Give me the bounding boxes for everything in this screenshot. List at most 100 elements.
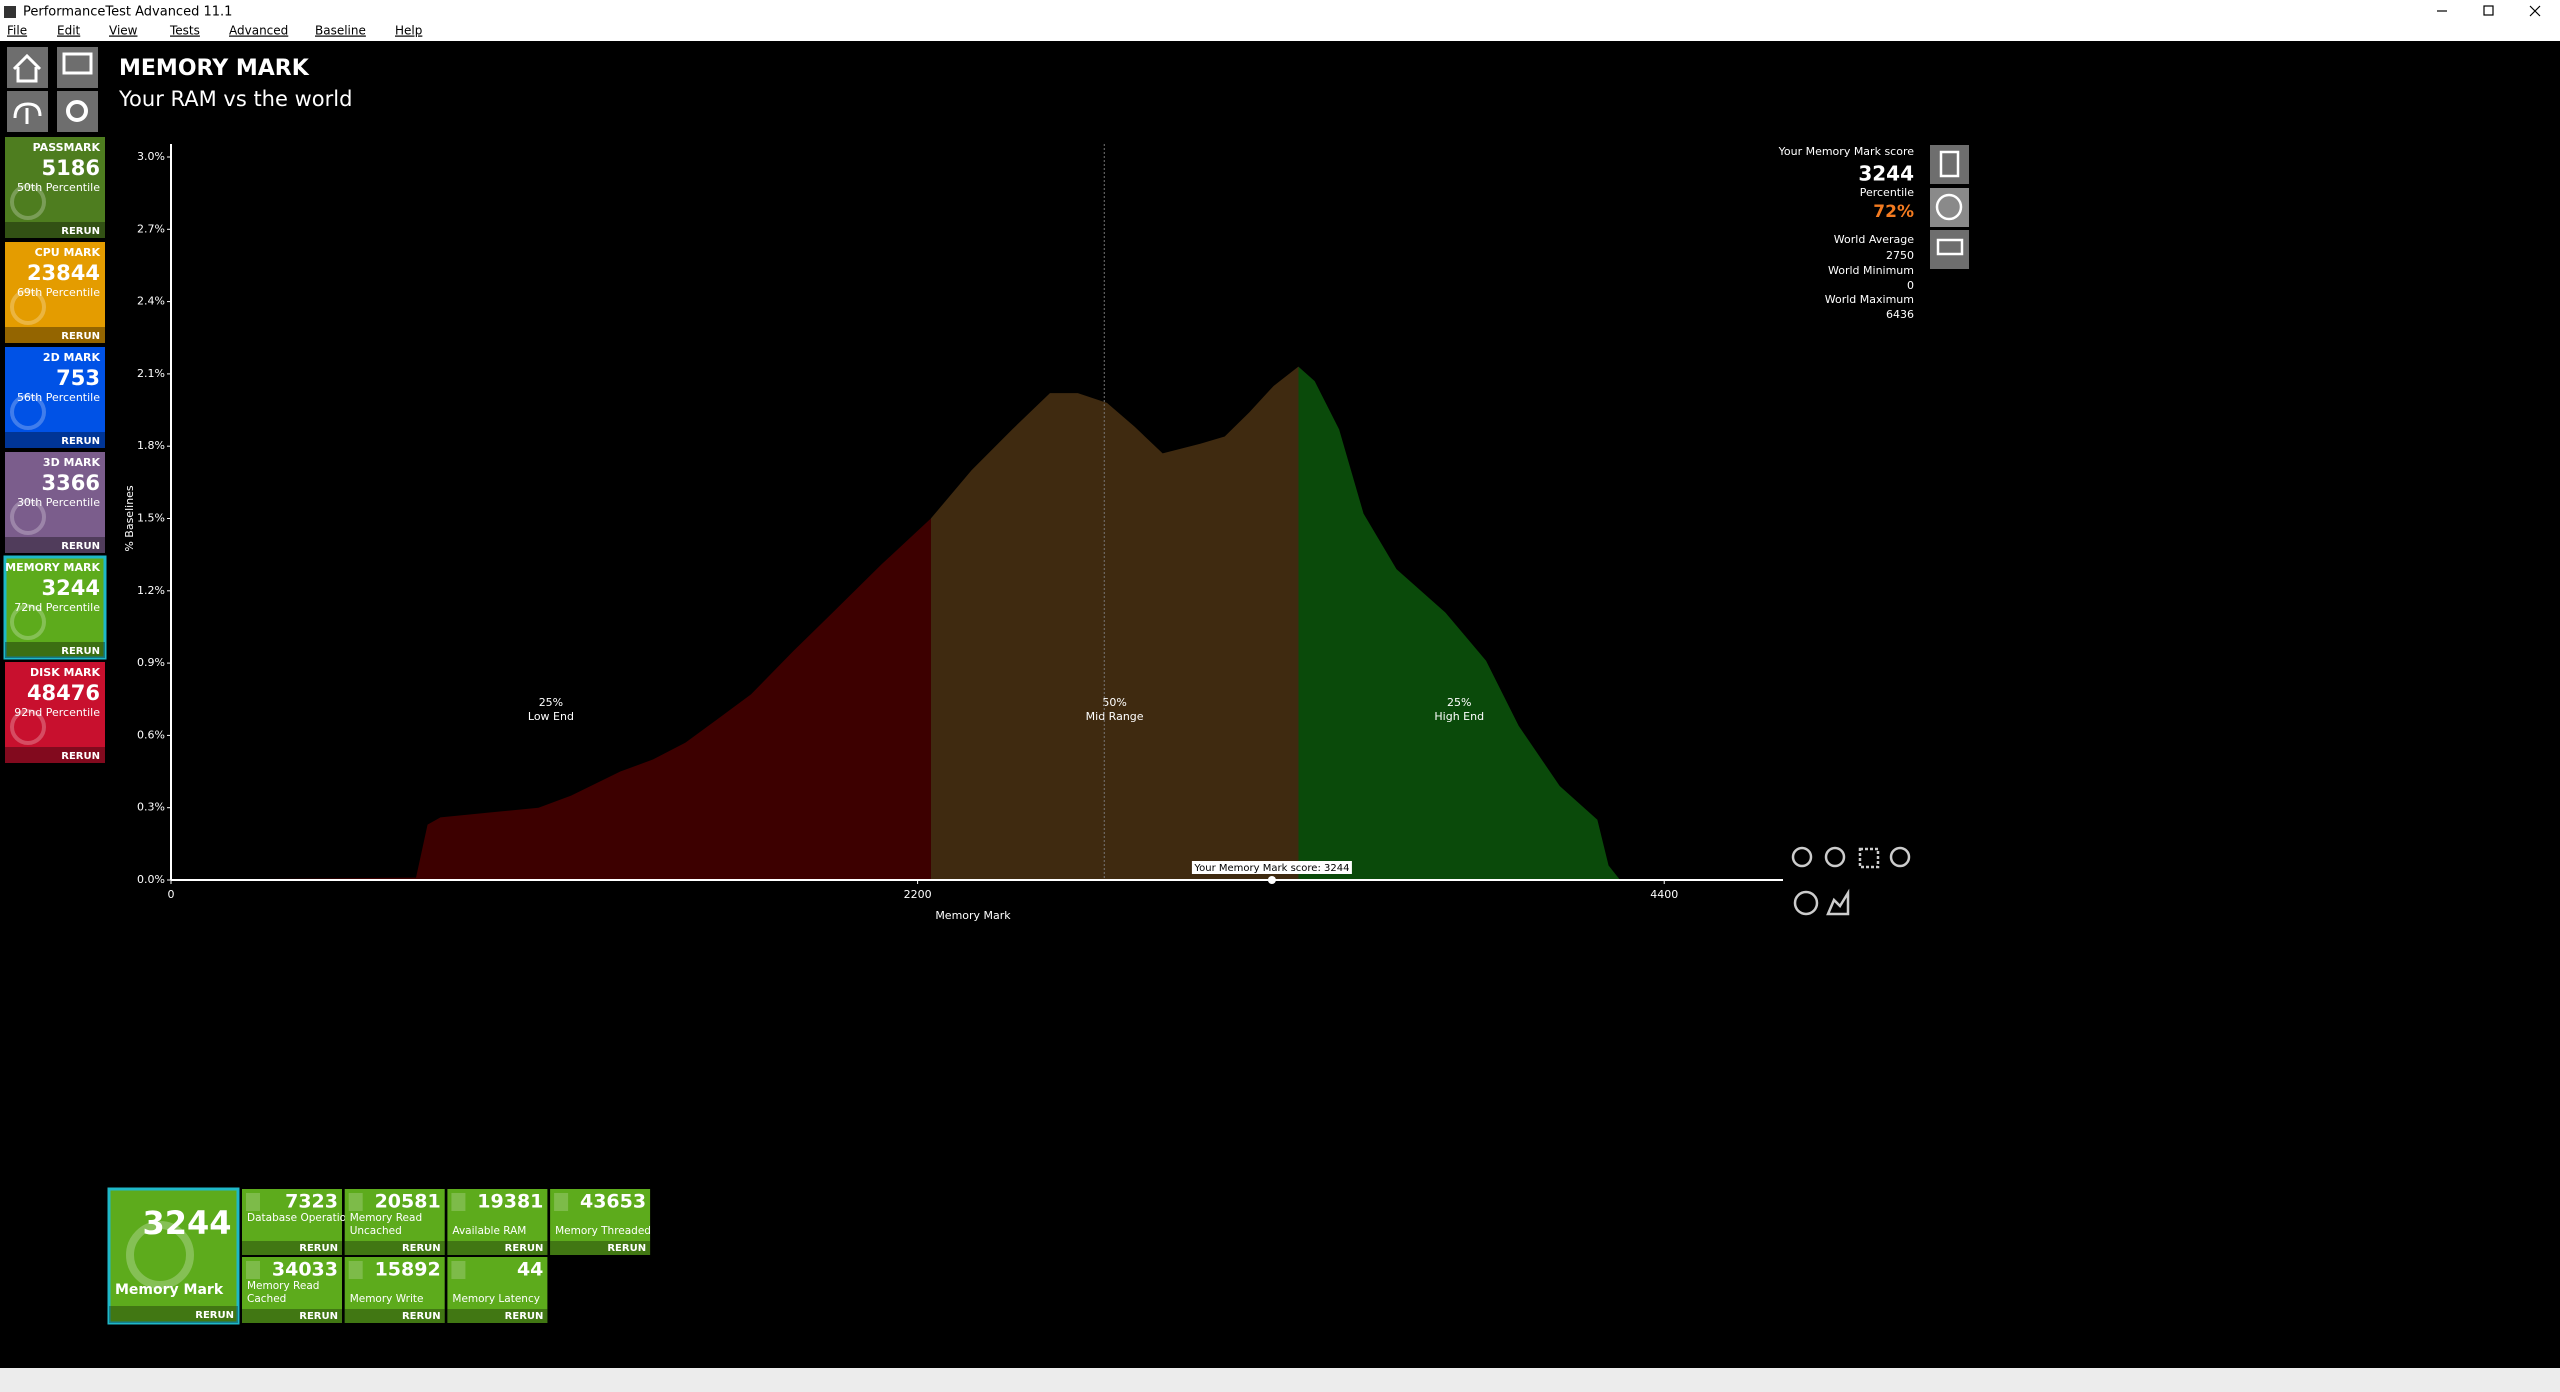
region-label: Low End	[528, 710, 574, 723]
score-tile[interactable]	[5, 662, 105, 763]
score-marker-label: Your Memory Mark score: 3244	[1193, 863, 1349, 874]
test-tile[interactable]	[447, 1257, 548, 1323]
test-tile[interactable]	[344, 1189, 445, 1255]
test-label-line: Uncached	[350, 1225, 402, 1237]
y-tick-label: 1.8%	[137, 439, 165, 452]
y-tick-label: 1.5%	[137, 512, 165, 525]
score-tile[interactable]	[5, 242, 105, 343]
score-panel-percentile: 72%	[1873, 202, 1914, 222]
rerun-button[interactable]: RERUN	[402, 1311, 441, 1322]
score-tile[interactable]	[5, 347, 105, 448]
score-panel-percentile-label: Percentile	[1860, 186, 1915, 199]
score-panel-minimum: 0	[1907, 279, 1914, 292]
score-tile[interactable]	[5, 452, 105, 553]
y-axis-label: % Baselines	[123, 485, 136, 552]
tile-label: MEMORY MARK	[5, 561, 100, 574]
y-tick-label: 1.2%	[137, 584, 165, 597]
score-tile[interactable]	[3, 555, 107, 660]
rerun-button[interactable]: RERUN	[61, 331, 100, 342]
tile-footer	[5, 642, 105, 658]
speed-button[interactable]	[1793, 890, 1819, 916]
region-share: 50%	[1102, 696, 1126, 709]
graph-button[interactable]	[1826, 888, 1850, 916]
test-footer	[344, 1241, 445, 1255]
test-tile-icon	[246, 1193, 260, 1211]
test-footer	[242, 1309, 342, 1323]
tile-icon	[10, 394, 46, 430]
rerun-button[interactable]: RERUN	[299, 1311, 338, 1322]
y-tick-label: 0.9%	[137, 656, 165, 669]
test-tile-icon	[451, 1261, 466, 1279]
zoom-in[interactable]	[1824, 846, 1846, 868]
rerun-button[interactable]: RERUN	[61, 751, 100, 762]
test-tile-icon	[451, 1193, 466, 1211]
settings-button[interactable]	[57, 91, 98, 132]
test-tile[interactable]	[447, 1189, 548, 1255]
zoom-tools	[1791, 846, 1911, 916]
test-tile[interactable]	[344, 1257, 445, 1323]
zoom-fit[interactable]	[1858, 847, 1880, 869]
x-tick-label: 4400	[1650, 888, 1678, 901]
tile-footer	[5, 747, 105, 763]
rerun-button[interactable]: RERUN	[299, 1243, 338, 1254]
menu-item[interactable]: Help	[395, 24, 422, 38]
menu-item[interactable]: File	[7, 24, 27, 38]
score-tile[interactable]	[5, 137, 105, 238]
tile-label: 3D MARK	[43, 456, 101, 469]
tile-score: 3244	[42, 576, 100, 600]
score-panel-average: 2750	[1886, 249, 1914, 262]
main-footer	[109, 1306, 238, 1323]
rerun-button[interactable]: RERUN	[61, 646, 100, 657]
rerun-button[interactable]: RERUN	[607, 1243, 646, 1254]
y-tick-label: 2.7%	[137, 222, 165, 235]
rerun-button[interactable]: RERUN	[505, 1311, 544, 1322]
tile-footer	[5, 432, 105, 448]
distribution-area	[171, 366, 1621, 880]
rerun-button[interactable]: RERUN	[195, 1310, 234, 1321]
test-label: Available RAM	[452, 1225, 526, 1237]
tile-footer	[5, 537, 105, 553]
tile-footer	[5, 327, 105, 343]
test-tile-icon	[246, 1261, 260, 1279]
rerun-button[interactable]: RERUN	[61, 226, 100, 237]
app-icon	[4, 6, 16, 18]
x-tick-label: 2200	[904, 888, 932, 901]
tile-label: CPU MARK	[35, 246, 101, 259]
test-label: Memory Read Cached	[247, 1280, 319, 1305]
monitor-icon	[62, 52, 93, 75]
test-tile[interactable]	[242, 1189, 342, 1255]
y-tick-label: 3.0%	[137, 150, 165, 163]
tile-label: PASSMARK	[33, 141, 101, 154]
close[interactable]	[2529, 5, 2541, 17]
tile-percentile: 72nd Percentile	[14, 601, 100, 614]
home-icon	[12, 53, 42, 83]
menu-item[interactable]: Baseline	[315, 24, 366, 38]
test-label: Memory Write	[350, 1293, 424, 1305]
page-subtitle: Your RAM vs the world	[118, 87, 352, 111]
cloud-icon	[13, 102, 42, 124]
tile-footer	[5, 222, 105, 238]
main-label: Memory Mark	[115, 1282, 224, 1298]
x-tick-label: 0	[168, 888, 175, 901]
main-score-tile[interactable]	[107, 1187, 240, 1325]
rerun-button[interactable]: RERUN	[61, 436, 100, 447]
menu-item[interactable]: Edit	[57, 24, 81, 38]
test-footer	[447, 1241, 548, 1255]
menu-item[interactable]: View	[109, 24, 138, 38]
test-tile[interactable]	[550, 1189, 651, 1255]
rerun-button[interactable]: RERUN	[505, 1243, 544, 1254]
window-controls[interactable]	[2437, 5, 2541, 17]
zoom-out[interactable]	[1791, 846, 1813, 868]
page-title: MEMORY MARK	[119, 56, 310, 81]
rerun-button[interactable]: RERUN	[61, 541, 100, 552]
menu-item[interactable]: Advanced	[229, 24, 288, 38]
tile-percentile: 69th Percentile	[17, 286, 100, 299]
test-tile[interactable]	[242, 1257, 342, 1323]
zoom-reset[interactable]	[1889, 846, 1911, 868]
rerun-button[interactable]: RERUN	[402, 1243, 441, 1254]
menu-item[interactable]: Tests	[169, 24, 200, 38]
tile-label: DISK MARK	[30, 666, 100, 679]
test-score: 19381	[477, 1191, 543, 1213]
test-label-line: Memory Read	[350, 1212, 422, 1224]
restore[interactable]	[2483, 5, 2494, 16]
